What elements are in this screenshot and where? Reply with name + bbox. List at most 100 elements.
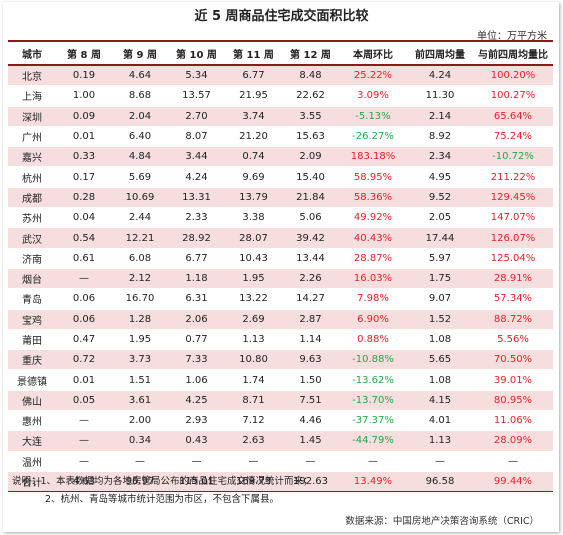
cell-w10: 2.06 — [168, 309, 225, 330]
cell-w11: 7.12 — [225, 410, 282, 432]
cell-w12: 2.09 — [282, 146, 339, 168]
cell-w11: 13.79 — [225, 187, 282, 209]
cell-wow: -44.79% — [339, 430, 407, 452]
cell-avg: 4.15 — [407, 390, 473, 412]
cell-w8: 0.01 — [56, 369, 112, 391]
cell-w11: 8.71 — [225, 390, 282, 412]
cell-w10: — — [168, 451, 225, 472]
cell-avg: 1.75 — [407, 268, 473, 290]
cell-wow: 183.18% — [339, 146, 407, 168]
table-row: 北京 0.19 4.64 5.34 6.77 8.48 25.22% 4.24 100.20% — [8, 65, 553, 87]
cell-city: 北京 — [8, 65, 56, 87]
cell-w11: 0.74 — [225, 146, 282, 168]
table-row: 莆田 0.47 1.95 0.77 1.13 1.14 0.88% 1.08 5.56% — [8, 329, 553, 351]
cell-city: 武汉 — [8, 227, 56, 249]
cell-w9: 4.64 — [112, 65, 168, 87]
cell-w11: 3.38 — [225, 207, 282, 229]
cell-w10: 115.01 — [168, 470, 225, 493]
cell-city: 嘉兴 — [8, 146, 56, 168]
cell-w10: 28.92 — [168, 227, 225, 249]
area-comparison-table: 城市 第 8 周 第 9 周 第 10 周 第 11 周 第 12 周 本周环比… — [8, 40, 553, 493]
table-row: 武汉 0.54 12.21 28.92 28.07 39.42 40.43% 17.44 126… — [8, 227, 553, 249]
cell-w9: 0.34 — [112, 430, 168, 452]
cell-city: 苏州 — [8, 207, 56, 229]
header-week9: 第 9 周 — [112, 40, 168, 66]
cell-wow: -13.62% — [339, 369, 407, 391]
cell-w8: 0.01 — [56, 126, 112, 148]
cell-city: 景德镇 — [8, 369, 56, 391]
cell-wow: 13.49% — [339, 470, 407, 493]
header-week8: 第 8 周 — [56, 40, 112, 66]
cell-city: 佛山 — [8, 390, 56, 412]
cell-city: 济南 — [8, 248, 56, 269]
cell-w9: 1.51 — [112, 369, 168, 391]
cell-w8: — — [56, 268, 112, 290]
cell-avg: 96.58 — [407, 470, 473, 493]
cell-wow: 25.22% — [339, 65, 407, 87]
cell-w12: 1.14 — [282, 329, 339, 351]
cell-w9: 8.68 — [112, 85, 168, 107]
cell-w12: 1.50 — [282, 369, 339, 391]
cell-vsavg: 5.56% — [473, 329, 553, 351]
cell-avg: 8.92 — [407, 126, 473, 148]
cell-vsavg: 28.91% — [473, 268, 553, 290]
cell-w12: — — [282, 451, 339, 472]
cell-wow: — — [339, 451, 407, 472]
cell-w11: 1.13 — [225, 329, 282, 351]
cell-avg: 9.52 — [407, 187, 473, 209]
cell-avg: 5.97 — [407, 248, 473, 269]
cell-w8: 0.33 — [56, 146, 112, 168]
cell-wow: 7.98% — [339, 288, 407, 310]
cell-w12: 22.62 — [282, 85, 339, 107]
cell-w8: — — [56, 451, 112, 472]
cell-city: 广州 — [8, 126, 56, 148]
cell-vsavg: 129.45% — [473, 187, 553, 209]
cell-vsavg: — — [473, 451, 553, 472]
cell-w9: 2.44 — [112, 207, 168, 229]
table-row: 惠州 —2.00 2.93 7.12 4.46 -37.37% 4.01 11.06% — [8, 410, 553, 432]
table-row: 苏州 0.04 2.44 2.33 3.38 5.06 49.92% 2.05 147.07% — [8, 207, 553, 229]
cell-w10: 2.70 — [168, 106, 225, 127]
cell-avg: 1.52 — [407, 309, 473, 330]
cell-w8: 0.28 — [56, 187, 112, 209]
cell-avg: — — [407, 451, 473, 472]
cell-city: 深圳 — [8, 106, 56, 127]
cell-w11: 10.43 — [225, 248, 282, 269]
cell-w12: 192.63 — [282, 470, 339, 493]
cell-w10: 13.57 — [168, 85, 225, 107]
cell-w10: 4.25 — [168, 390, 225, 412]
cell-vsavg: 126.07% — [473, 227, 553, 249]
cell-avg: 5.65 — [407, 349, 473, 371]
header-week11: 第 11 周 — [225, 40, 282, 66]
cell-wow: -5.13% — [339, 106, 407, 127]
cell-w10: 7.33 — [168, 349, 225, 371]
cell-w8: — — [56, 410, 112, 432]
header-city: 城市 — [8, 40, 56, 66]
header-wow: 本周环比 — [339, 40, 407, 66]
cell-w9: — — [112, 451, 168, 472]
cell-w10: 6.31 — [168, 288, 225, 310]
cell-w8: 0.54 — [56, 227, 112, 249]
total-row: 合计 4.63 96.97 115.01 169.73 192.63 13.49% 96.58… — [8, 470, 553, 493]
cell-vsavg: 99.44% — [473, 470, 553, 493]
cell-w12: 5.06 — [282, 207, 339, 229]
table-row: 成都 0.28 10.69 13.31 13.79 21.84 58.36% 9.52 129.… — [8, 187, 553, 209]
cell-avg: 1.08 — [407, 329, 473, 351]
cell-w12: 9.63 — [282, 349, 339, 371]
cell-w12: 39.42 — [282, 227, 339, 249]
cell-w12: 2.87 — [282, 309, 339, 330]
cell-wow: 58.36% — [339, 187, 407, 209]
table-title: 近 5 周商品住宅成交面积比较 — [194, 9, 369, 24]
header-avg: 前四周均量 — [407, 40, 473, 66]
cell-w12: 4.46 — [282, 410, 339, 432]
cell-w10: 1.06 — [168, 369, 225, 391]
cell-w9: 12.21 — [112, 227, 168, 249]
cell-w10: 2.33 — [168, 207, 225, 229]
cell-w11: 28.07 — [225, 227, 282, 249]
cell-w9: 2.12 — [112, 268, 168, 290]
data-source: 数据来源：中国房地产决策咨询系统（CRIC） — [345, 516, 539, 527]
cell-wow: 0.88% — [339, 329, 407, 351]
cell-wow: 6.90% — [339, 309, 407, 330]
cell-w11: 6.77 — [225, 65, 282, 87]
cell-w9: 1.28 — [112, 309, 168, 330]
